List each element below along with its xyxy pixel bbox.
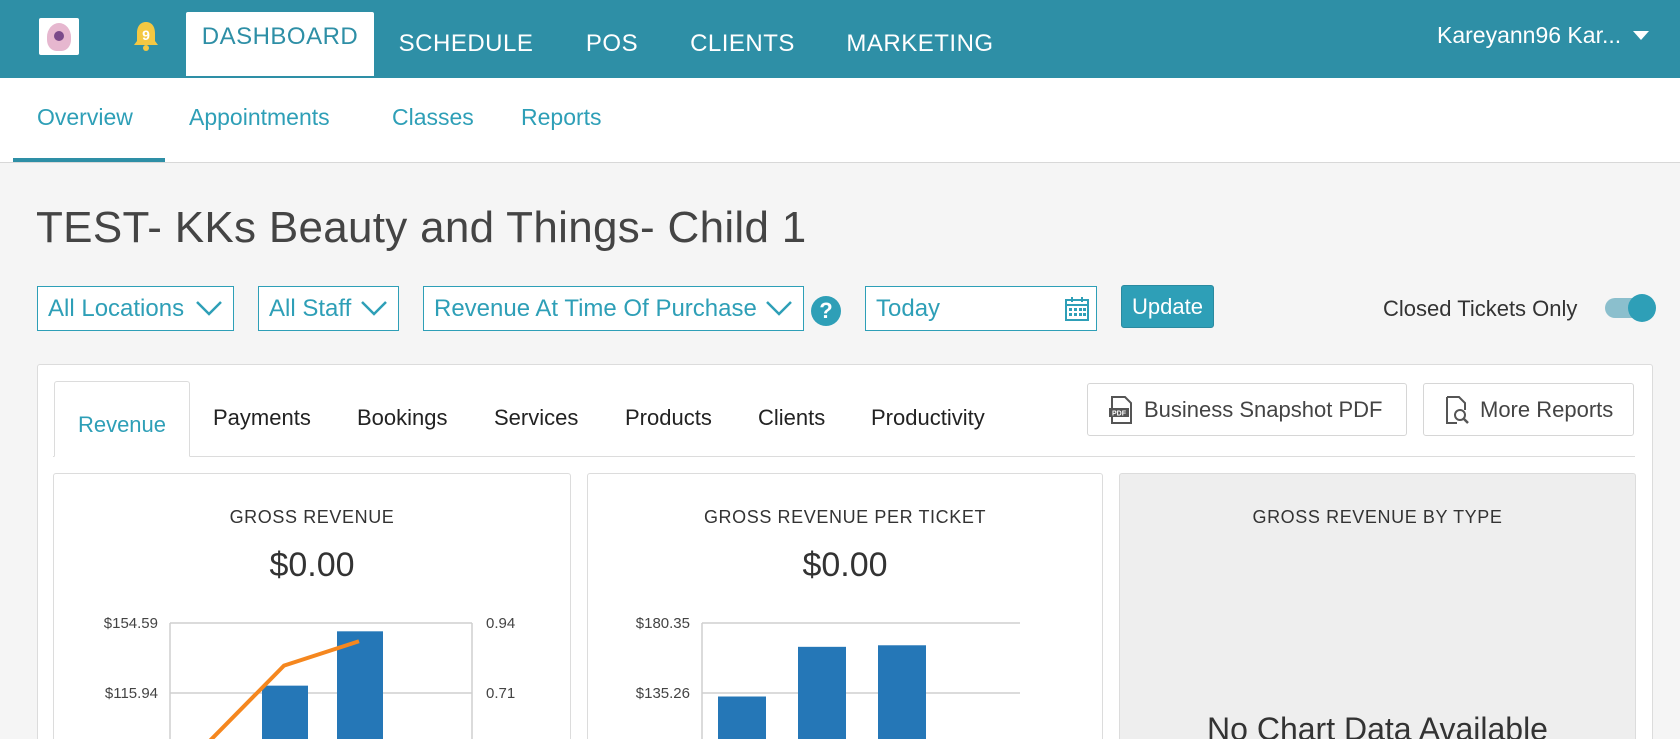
report-tab-clients[interactable]: Clients	[758, 405, 826, 430]
gross-revenue-per-ticket-chart: $180.35 $135.26	[636, 615, 1020, 739]
gross-revenue-per-ticket-card: GROSS REVENUE PER TICKET $0.00 $180.35 $1…	[587, 473, 1103, 739]
y-tick-label: $115.94	[105, 685, 158, 702]
report-tab-payments[interactable]: Payments	[213, 405, 311, 430]
y-tick-label: $135.26	[636, 685, 690, 702]
page-title: TEST- KKs Beauty and Things- Child 1	[36, 203, 807, 252]
no-chart-data-message: No Chart Data Available	[1207, 711, 1548, 739]
business-snapshot-pdf-button[interactable]: PDF Business Snapshot PDF	[1087, 383, 1407, 436]
tab-schedule[interactable]: SCHEDULE	[398, 30, 534, 57]
notifications-bell-icon[interactable]: 9	[131, 20, 161, 52]
card-value: $0.00	[269, 546, 355, 584]
revenue-mode-dropdown[interactable]: Revenue At Time Of Purchase	[423, 286, 804, 331]
subtab-appointments[interactable]: Appointments	[189, 104, 330, 130]
subtab-reports[interactable]: Reports	[521, 104, 602, 130]
business-logo[interactable]	[39, 18, 79, 55]
y2-tick-label: 0.94	[486, 615, 515, 632]
gross-revenue-chart: $154.59 $115.94 0.94 0.71	[104, 615, 515, 739]
chevron-down-icon	[766, 301, 792, 316]
card-title: GROSS REVENUE PER TICKET	[703, 507, 987, 527]
chevron-down-icon	[1633, 31, 1650, 40]
series-line	[208, 639, 360, 739]
card-title: GROSS REVENUE BY TYPE	[1252, 507, 1503, 527]
report-tab-revenue[interactable]: Revenue	[54, 381, 190, 457]
document-search-icon	[1446, 395, 1469, 424]
bar	[798, 646, 846, 739]
chevron-down-icon	[196, 301, 222, 316]
notification-count: 9	[142, 27, 150, 43]
locations-dropdown[interactable]: All Locations	[37, 286, 234, 331]
bar	[878, 645, 926, 739]
locations-value: All Locations	[48, 294, 185, 322]
bar	[262, 685, 308, 739]
pdf-icon-text: PDF	[1112, 410, 1127, 417]
revenue-mode-value: Revenue At Time Of Purchase	[434, 294, 757, 322]
y-tick-label: $154.59	[104, 615, 158, 632]
closed-tickets-toggle[interactable]	[1605, 294, 1656, 322]
top-nav: 9 DASHBOARD SCHEDULE POS CLIENTS MARKETI…	[0, 0, 1680, 78]
card-title: GROSS REVENUE	[229, 507, 395, 527]
user-menu[interactable]: Kareyann96 Kar...	[1437, 22, 1650, 49]
chevron-down-icon	[361, 301, 387, 316]
help-icon[interactable]: ?	[811, 296, 841, 326]
card-value: $0.00	[802, 546, 888, 584]
tab-pos[interactable]: POS	[585, 30, 639, 57]
report-tab-products[interactable]: Products	[625, 405, 712, 430]
report-tab-services[interactable]: Services	[494, 405, 579, 430]
subtab-overview[interactable]: Overview	[37, 104, 133, 130]
toggle-knob	[1628, 294, 1656, 322]
more-reports-button[interactable]: More Reports	[1423, 383, 1634, 436]
subtab-classes[interactable]: Classes	[392, 104, 474, 130]
y2-tick-label: 0.71	[486, 685, 515, 702]
tab-clients[interactable]: CLIENTS	[690, 30, 795, 57]
gross-revenue-by-type-card: GROSS REVENUE BY TYPE No Chart Data Avai…	[1119, 473, 1636, 739]
active-subtab-indicator	[13, 158, 165, 162]
tab-dashboard[interactable]: DASHBOARD	[186, 12, 374, 76]
tab-marketing[interactable]: MARKETING	[846, 30, 994, 57]
bar	[337, 631, 383, 739]
sub-nav: Overview Appointments Classes Reports	[0, 78, 1680, 163]
y-tick-label: $180.35	[636, 615, 690, 632]
closed-tickets-label: Closed Tickets Only	[1383, 296, 1578, 321]
tabs-divider	[53, 456, 1635, 457]
update-button[interactable]: Update	[1121, 285, 1214, 328]
bar	[718, 696, 766, 739]
report-tab-productivity[interactable]: Productivity	[871, 405, 985, 430]
logo-image	[47, 22, 71, 51]
calendar-icon	[1065, 297, 1089, 321]
gross-revenue-card: GROSS REVENUE $0.00 $154.59 $115.94 0.94 0.…	[53, 473, 571, 739]
more-reports-label: More Reports	[1480, 396, 1614, 422]
staff-dropdown[interactable]: All Staff	[258, 286, 399, 331]
staff-value: All Staff	[269, 294, 352, 322]
pdf-icon: PDF	[1109, 395, 1132, 424]
snapshot-pdf-label: Business Snapshot PDF	[1144, 396, 1383, 422]
date-picker[interactable]: Today	[865, 286, 1097, 331]
report-tab-bookings[interactable]: Bookings	[357, 405, 448, 430]
date-value: Today	[876, 294, 941, 322]
user-name: Kareyann96 Kar...	[1437, 22, 1622, 48]
